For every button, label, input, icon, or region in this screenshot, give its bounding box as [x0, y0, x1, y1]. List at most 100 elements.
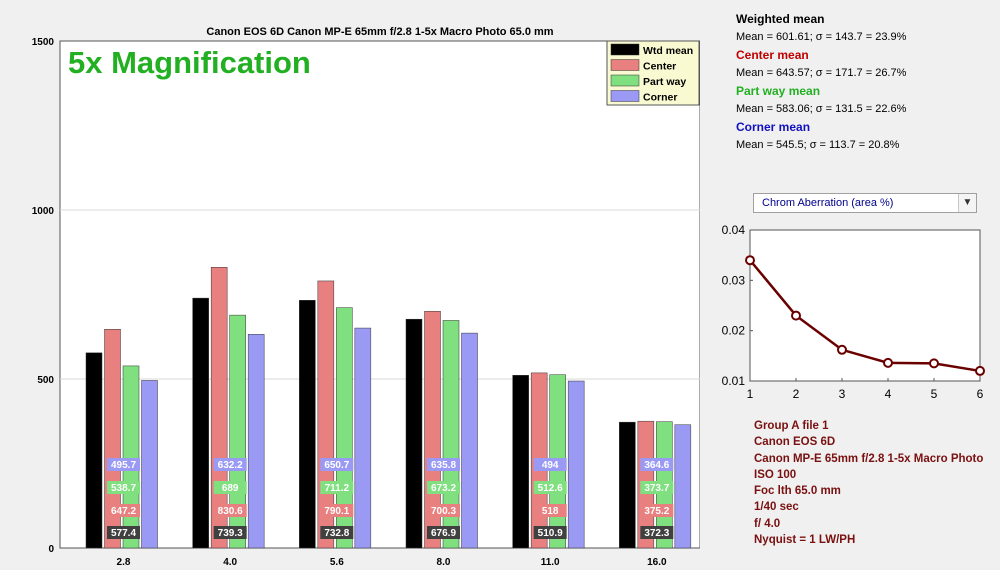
bar-wtd-mean: [619, 421, 636, 549]
x-tick-label: 11.0: [541, 557, 560, 568]
x-tick-label: 16.0: [647, 557, 667, 568]
legend-label: Wtd mean: [643, 45, 693, 57]
bar-corner: [461, 332, 478, 549]
value-labels: 577.4 647.2 538.7 495.7 739.3 830.6 689 632.2 73…: [107, 458, 674, 539]
x-tick-label: 5.6: [330, 557, 344, 568]
stat-value: Mean = 601.61; σ = 143.7 = 23.9%: [736, 31, 907, 43]
data-label: 512.6: [538, 483, 563, 494]
ca-y-tick-label: 0.02: [722, 324, 746, 338]
y-tick-label: 1500: [32, 37, 55, 48]
info-line: Group A file 1: [754, 420, 829, 432]
data-label: 647.2: [111, 506, 136, 517]
metric-dropdown[interactable]: Chrom Aberration (area %) ▼: [753, 193, 977, 213]
file-info: Group A file 1 Canon EOS 6D Canon MP-E 65m…: [754, 418, 983, 548]
info-line: Canon MP-E 65mm f/2.8 1-5x Macro Photo: [754, 452, 984, 465]
data-label-bg: [533, 481, 567, 494]
data-label: 635.8: [431, 460, 456, 471]
plot-area: [59, 40, 700, 549]
bar-wtd-mean: [192, 297, 209, 549]
ca-series-line: [749, 259, 981, 373]
data-label: 632.2: [218, 460, 243, 471]
info-line: ISO 100: [754, 468, 797, 481]
x-tick-label: 8.0: [437, 557, 451, 568]
data-label-bg: [107, 526, 140, 539]
data-label-bg: [213, 481, 247, 494]
ca-point: [745, 255, 755, 266]
data-label-bg: [640, 481, 674, 494]
data-label: 364.6: [644, 460, 669, 471]
data-label: 494: [542, 460, 559, 471]
magnification-annotation: 5x Magnification: [68, 45, 311, 80]
data-label: 689: [222, 483, 239, 494]
data-label: 538.7: [111, 483, 136, 494]
ca-x-tick-label: 2: [793, 387, 800, 401]
ca-x-tick-label: 1: [747, 387, 754, 401]
data-label: 495.7: [111, 460, 136, 471]
chevron-down-icon[interactable]: ▼: [958, 194, 976, 212]
bar-corner: [247, 334, 265, 549]
legend-swatch: [610, 74, 640, 87]
data-label: 650.7: [324, 460, 349, 471]
data-label-bg: [107, 504, 140, 517]
ca-point: [883, 357, 893, 368]
data-label-bg: [427, 481, 460, 494]
data-label: 711.2: [325, 483, 350, 494]
legend-swatch: [610, 90, 640, 102]
x-axis-ticks: 2.8 4.0 5.6 8.0 11.0 16.0: [117, 557, 667, 568]
stat-title: Center mean: [736, 48, 809, 62]
chrom-aberration-chart: 1 2 3 4 5 6 0.01 0.02 0.03 0.04: [722, 223, 985, 401]
legend-swatch: [610, 43, 640, 56]
ca-x-tick-label: 4: [885, 387, 892, 401]
gridlines: [60, 209, 700, 380]
data-label: 700.3: [431, 506, 456, 517]
data-label: 673.2: [431, 483, 456, 494]
chart-title: Canon EOS 6D Canon MP-E 65mm f/2.8 1-5x …: [206, 26, 553, 38]
data-label: 577.4: [111, 528, 136, 539]
x-tick-label: 4.0: [223, 557, 237, 568]
data-label-bg: [320, 526, 354, 539]
data-label-bg: [213, 458, 247, 471]
data-label: 739.3: [218, 528, 243, 539]
mtf-bar-chart: Canon EOS 6D Canon MP-E 65mm f/2.8 1-5x …: [32, 26, 700, 568]
data-label-bg: [213, 526, 247, 539]
bar-wtd-mean: [405, 318, 423, 549]
bar-corner: [354, 327, 372, 549]
bar-wtd-mean: [299, 300, 316, 549]
data-label: 518: [542, 506, 559, 517]
data-label: 375.2: [644, 506, 669, 517]
legend-swatch: [610, 59, 640, 71]
bar-wtd-mean: [512, 375, 529, 549]
bar-corner: [674, 424, 692, 549]
info-line: Foc lth 65.0 mm: [754, 485, 841, 498]
bar-center: [210, 267, 228, 549]
stat-value: Mean = 643.57; σ = 171.7 = 26.7%: [736, 67, 907, 79]
info-line: f/ 4.0: [754, 517, 781, 530]
stats-panel: Weighted mean Mean = 601.61; σ = 143.7 = …: [736, 12, 906, 151]
ca-point: [975, 365, 985, 376]
stat-value: Mean = 545.5; σ = 113.7 = 20.8%: [736, 139, 900, 151]
data-label-bg: [640, 526, 674, 539]
ca-plot-area: [749, 229, 981, 382]
data-label-bg: [320, 504, 354, 517]
ca-points: [745, 255, 985, 376]
info-line: 1/40 sec: [754, 501, 799, 514]
data-label-bg: [533, 526, 567, 539]
info-line: Canon EOS 6D: [754, 436, 836, 449]
data-label-bg: [533, 504, 567, 517]
data-label-bg: [107, 481, 140, 494]
data-label: 510.9: [538, 528, 563, 539]
bar-part-way: [122, 365, 140, 549]
y-tick-label: 0: [48, 544, 54, 555]
data-label: 830.6: [218, 506, 243, 517]
ca-y-tick-label: 0.04: [722, 223, 746, 237]
data-label-bg: [427, 526, 460, 539]
stat-value: Mean = 583.06; σ = 131.5 = 22.6%: [736, 103, 907, 115]
y-tick-label: 1000: [32, 206, 55, 217]
legend-label: Center: [643, 61, 676, 73]
data-label-bg: [640, 458, 674, 471]
data-label-bg: [427, 504, 460, 517]
ca-y-tick-label: 0.01: [722, 374, 746, 388]
y-tick-label: 500: [37, 375, 54, 386]
data-label-bg: [640, 504, 674, 517]
ca-x-tick-label: 3: [839, 387, 846, 401]
